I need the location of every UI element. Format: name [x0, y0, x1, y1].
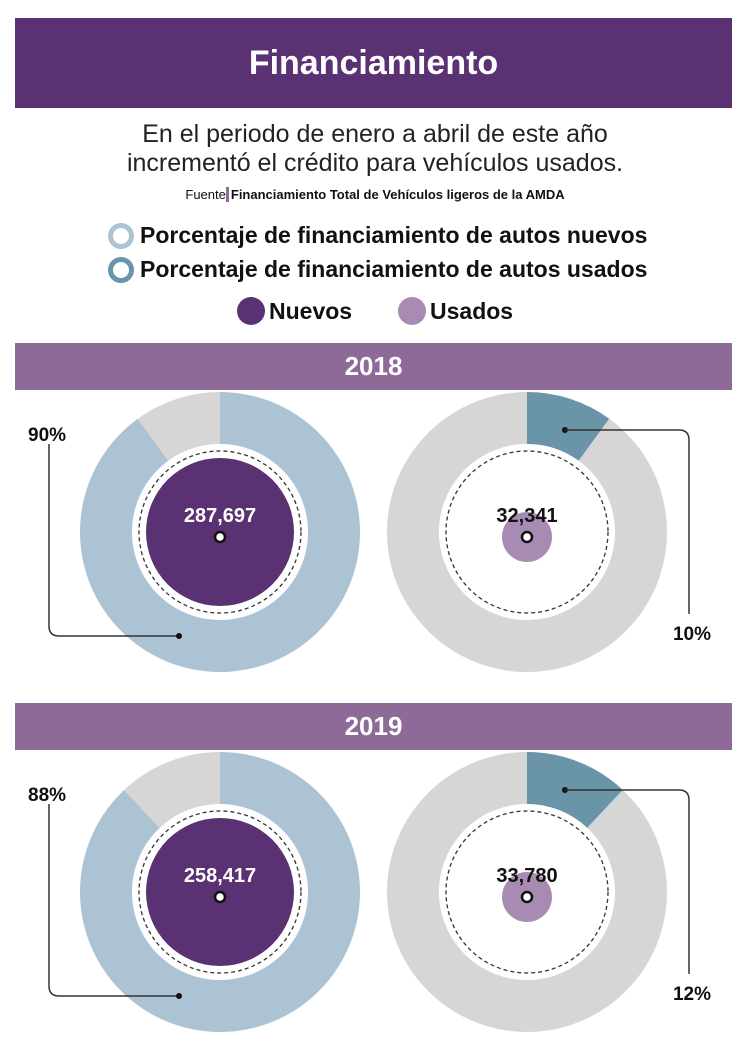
donut-slice-usados-rest — [386, 392, 667, 673]
center-dot — [520, 890, 534, 904]
subtitle-line-1: En el periodo de enero a abril de este a… — [142, 120, 608, 148]
year-band-2018: 2018 — [15, 343, 732, 390]
usados-pct-label: 12% — [673, 984, 711, 1005]
source-text: Financiamiento Total de Vehículos ligero… — [225, 187, 565, 202]
legend-label: Usados — [430, 297, 514, 324]
legend-new: Nuevos — [237, 297, 352, 325]
subtitle-line-2: incrementó el crédito para vehículos usa… — [126, 149, 624, 177]
legend-label: Porcentaje de financiamiento de autos us… — [140, 256, 648, 282]
callout-dot — [176, 993, 182, 999]
dot-icon — [398, 297, 426, 325]
dashed-circle — [445, 450, 609, 614]
callout-line — [48, 444, 179, 637]
year-band-2019: 2019 — [15, 703, 732, 750]
nuevos-count: 287,697 — [184, 505, 256, 527]
callout-dot — [176, 633, 182, 639]
center-dot — [520, 530, 534, 544]
source-label: Fuente — [185, 187, 226, 202]
ring-icon — [108, 222, 134, 249]
legend-pct-used: Porcentaje de financiamiento de autos us… — [108, 256, 647, 283]
dot-icon — [237, 297, 265, 325]
donut-slice-nuevos-rest — [137, 392, 220, 461]
donut-slice-nuevos-pct — [80, 752, 361, 1032]
nuevos-pct-label: 88% — [28, 785, 66, 806]
dashed-circle — [138, 450, 302, 614]
donut-slice-nuevos-rest — [124, 752, 220, 828]
dashed-circle — [138, 810, 302, 974]
nuevos-pct-label: 90% — [28, 425, 66, 446]
legend-label: Porcentaje de financiamiento de autos nu… — [140, 222, 648, 248]
ring-icon — [108, 256, 134, 283]
callout-line — [565, 789, 690, 974]
page-title: Financiamiento — [15, 18, 732, 108]
dashed-circle — [445, 810, 609, 974]
subtitle: En el periodo de enero a abril de este a… — [0, 120, 750, 178]
source: Fuente Financiamiento Total de Vehículos … — [0, 187, 750, 202]
usados-count: 32,341 — [496, 505, 557, 527]
callout-line — [565, 429, 690, 614]
center-dot — [213, 530, 227, 544]
legend-label: Nuevos — [269, 297, 353, 324]
usados-count: 33,780 — [496, 865, 557, 887]
donut-slice-usados-rest — [387, 752, 667, 1032]
nuevos-count: 258,417 — [184, 865, 256, 887]
usados-pct-label: 10% — [673, 624, 711, 645]
legend-used: Usados — [398, 297, 513, 325]
donut-slice-nuevos-pct — [79, 392, 361, 673]
callout-line — [48, 804, 179, 997]
legend-pct-new: Porcentaje de financiamiento de autos nu… — [108, 222, 647, 249]
center-dot — [213, 890, 227, 904]
donut-slice-usados-pct — [527, 392, 610, 461]
